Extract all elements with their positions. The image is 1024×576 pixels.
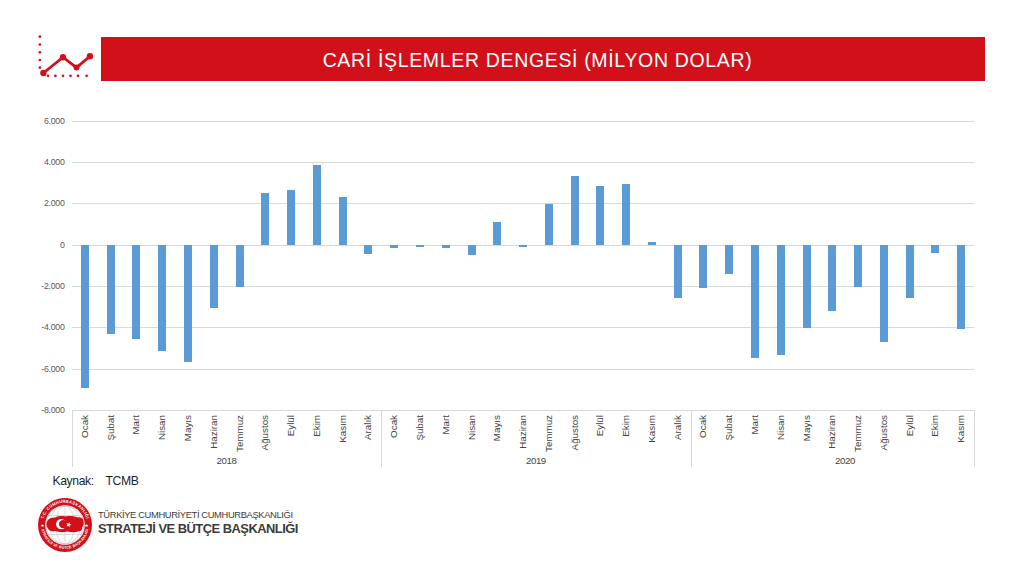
svg-text:★: ★ [84, 523, 88, 528]
svg-text:★: ★ [40, 523, 44, 528]
